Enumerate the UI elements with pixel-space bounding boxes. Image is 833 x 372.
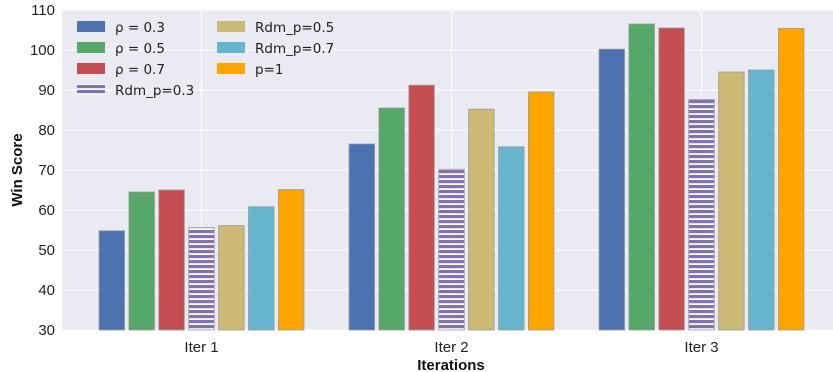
x-tick-label: Iter 1 — [184, 339, 218, 356]
bar-5-2 — [468, 108, 495, 331]
y-tick-label: 100 — [30, 42, 55, 59]
bar-6-1 — [248, 206, 275, 331]
x-axis-title: Iterations — [417, 357, 485, 372]
legend-swatch-4 — [77, 84, 105, 95]
bar-6-3 — [748, 69, 775, 331]
legend-label-4: Rdm_p=0.3 — [115, 83, 194, 99]
y-tick-label: 80 — [38, 122, 55, 139]
legend: ρ = 0.3 ρ = 0.5 ρ = 0.7 Rdm_p=0.3 Rdm_p=0.5 R… — [77, 20, 334, 99]
x-tick-label: Iter 2 — [434, 339, 468, 356]
legend-swatch-2 — [77, 42, 105, 53]
bar-2-1 — [128, 191, 155, 331]
legend-label-1: ρ = 0.3 — [115, 20, 165, 36]
bar-6-2 — [498, 146, 525, 331]
bar-4-2 — [438, 168, 465, 331]
bar-5-3 — [718, 71, 745, 331]
bar-1-3 — [598, 48, 625, 331]
legend-swatch-5 — [217, 21, 245, 32]
bar-1-2 — [348, 143, 375, 331]
bar-7-1 — [278, 189, 305, 331]
bar-7-2 — [528, 91, 555, 331]
bar-7-3 — [778, 27, 805, 331]
legend-label-2: ρ = 0.5 — [115, 41, 165, 57]
legend-swatch-3 — [77, 63, 105, 74]
bar-1-1 — [98, 230, 125, 331]
legend-label-7: p=1 — [255, 62, 283, 78]
y-axis-title: Win Score — [9, 133, 26, 206]
legend-label-3: ρ = 0.7 — [115, 62, 165, 78]
legend-swatch-1 — [77, 21, 105, 32]
bar-4-1 — [188, 227, 215, 331]
x-tick-label: Iter 3 — [684, 339, 718, 356]
y-tick-label: 90 — [38, 82, 55, 99]
y-tick-label: 60 — [38, 202, 55, 219]
bar-5-1 — [218, 225, 245, 331]
legend-swatch-6 — [217, 42, 245, 53]
y-tick-label: 50 — [38, 242, 55, 259]
y-tick-label: 70 — [38, 162, 55, 179]
legend-label-5: Rdm_p=0.5 — [255, 20, 334, 36]
bar-3-2 — [408, 84, 435, 331]
bar-3-1 — [158, 189, 185, 331]
y-tick-label: 110 — [31, 2, 55, 19]
bar-2-2 — [378, 107, 405, 331]
bar-4-3 — [688, 99, 715, 331]
y-tick-labels: 30 40 50 60 70 80 90 100 110 — [30, 2, 55, 339]
bar-2-3 — [628, 23, 655, 331]
bars — [98, 23, 805, 331]
y-tick-label: 30 — [38, 322, 55, 339]
y-tick-label: 40 — [38, 282, 55, 299]
bar-3-3 — [658, 27, 685, 331]
x-tick-labels: Iter 1 Iter 2 Iter 3 — [184, 339, 718, 356]
legend-swatch-7 — [217, 63, 245, 74]
legend-label-6: Rdm_p=0.7 — [255, 41, 334, 57]
